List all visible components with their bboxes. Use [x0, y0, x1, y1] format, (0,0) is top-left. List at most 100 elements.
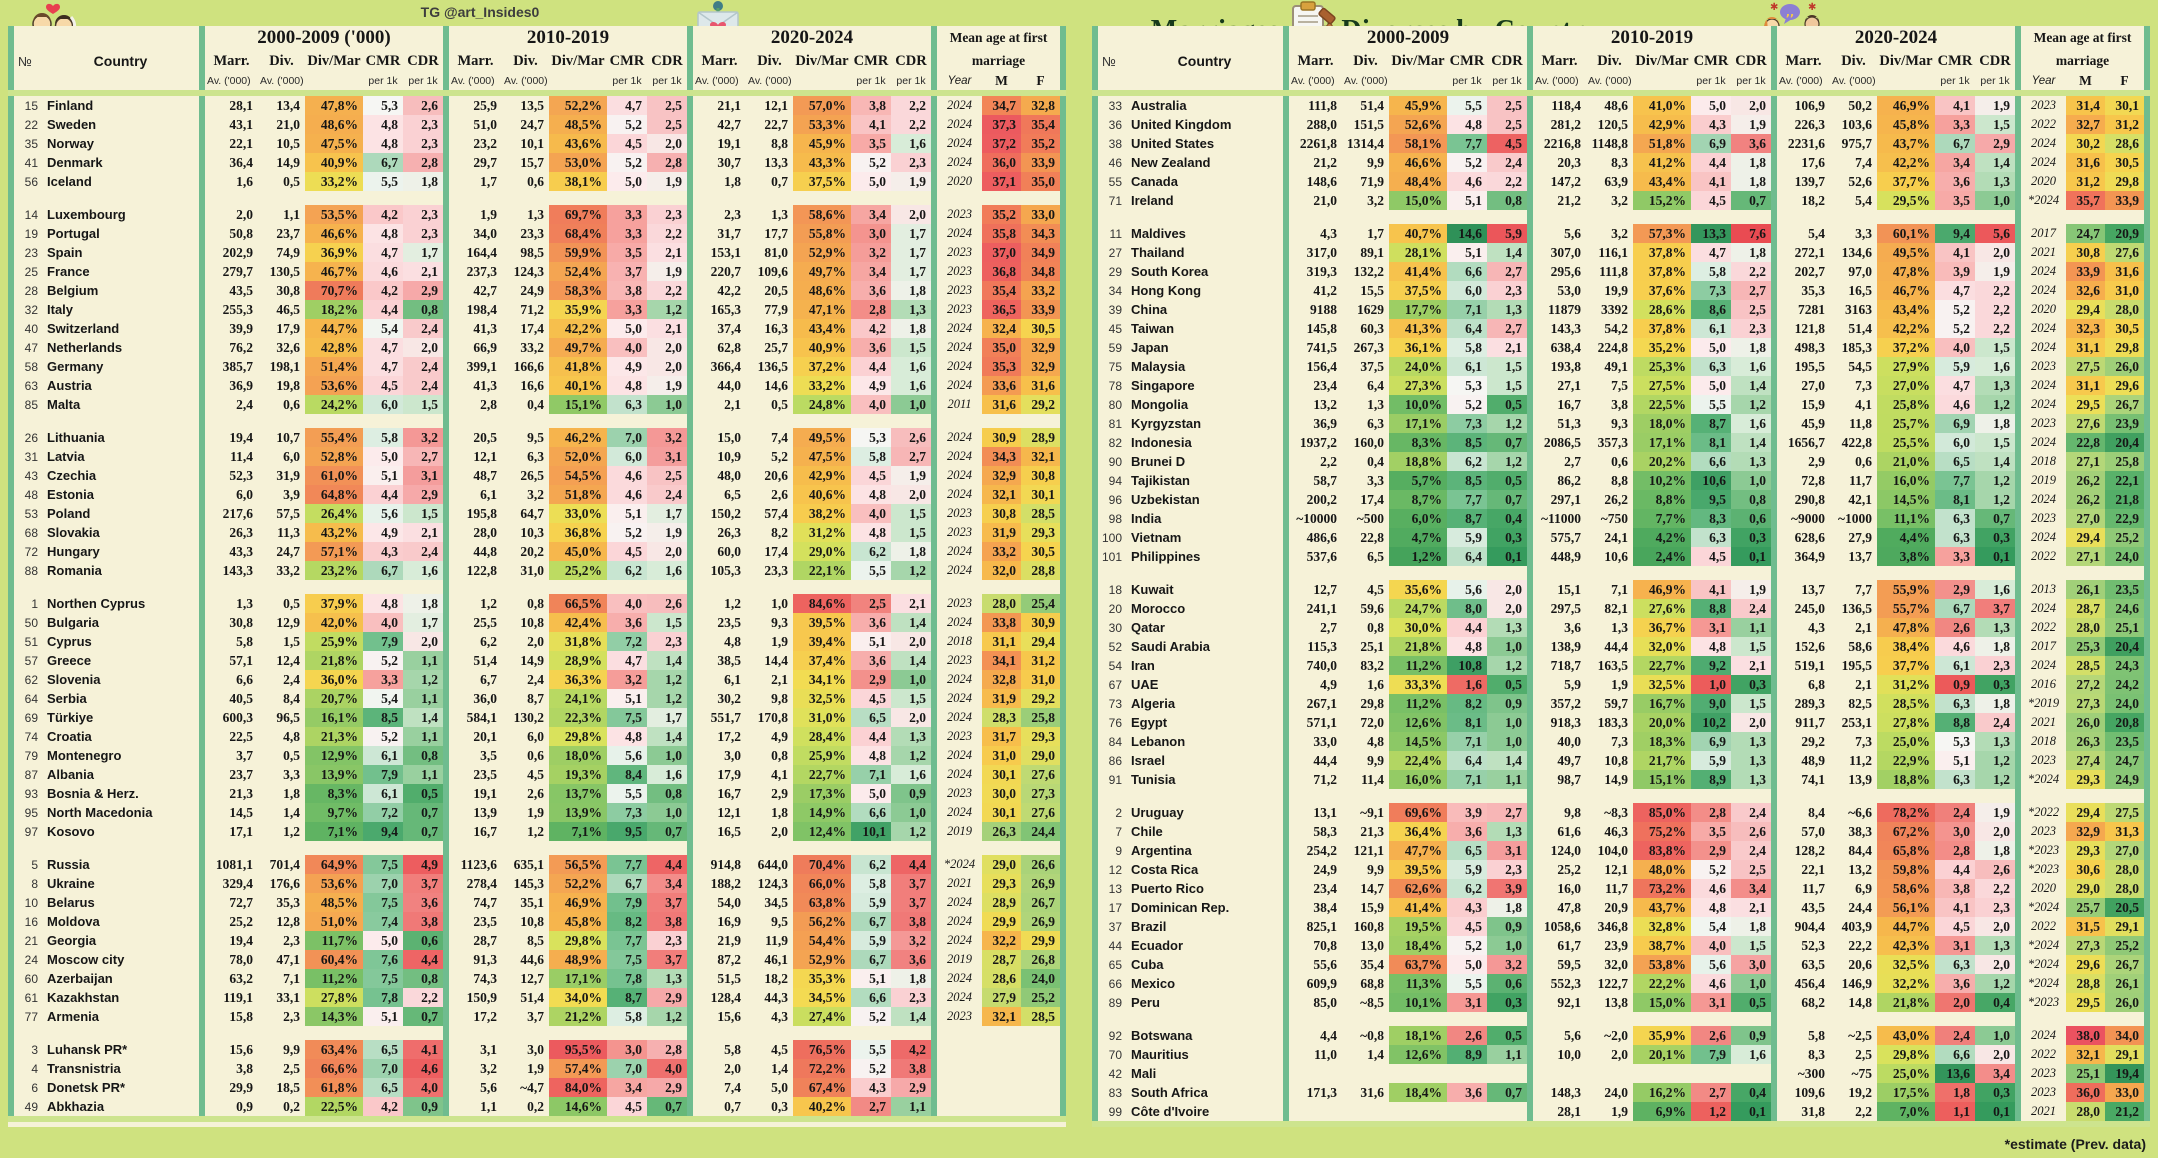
- column-separator: [2144, 376, 2150, 395]
- column-separator: [2144, 509, 2150, 528]
- cell-cdr: 1,1: [1487, 1045, 1527, 1064]
- column-separator: [1092, 172, 1098, 191]
- : [1389, 789, 1447, 803]
- cell-cdr: 2,3: [647, 632, 687, 651]
- cell-divorces: 31,0: [520, 562, 544, 578]
- cell-country: South Africa: [1131, 1085, 1208, 1100]
- column-separator: [687, 300, 693, 319]
- cell-divorces: 160,8: [1353, 918, 1384, 934]
- cell-divorces: 98,5: [520, 244, 544, 260]
- column-separator: [1092, 656, 1098, 675]
- cell-cdr: 1,0: [1975, 191, 2015, 210]
- cell-divorces: 50,2: [1848, 97, 1872, 113]
- cell-age-male: 32,6: [2066, 281, 2105, 300]
- cell-year: 2024: [947, 672, 972, 686]
- column-separator: [931, 300, 937, 319]
- cell-marriages: 628,6: [1794, 529, 1825, 545]
- cell-marriages: 128,4: [710, 989, 741, 1005]
- cell-cmr: 6,5: [1935, 452, 1975, 471]
- cell-cdr: 0,8: [403, 969, 443, 988]
- : [1098, 1012, 1125, 1026]
- cell-cdr: 1,6: [647, 561, 687, 580]
- cell-div-mar-ratio: 6,9%: [1633, 1102, 1691, 1121]
- cell-divorces: 7,5: [1611, 377, 1628, 393]
- column-separator: [8, 153, 14, 172]
- cell-year: 2024: [947, 117, 972, 131]
- cell-divorces: 8,8: [771, 135, 788, 151]
- column-separator: [1527, 96, 1533, 115]
- cell-country: Slovakia: [47, 525, 100, 540]
- cell-cmr: 4,5: [851, 466, 891, 485]
- column-separator: [1060, 803, 1066, 822]
- column-separator: [8, 1078, 14, 1097]
- cell-cdr: 1,9: [891, 466, 931, 485]
- cell-cmr: 4,8: [851, 523, 891, 542]
- cell-year: 2023: [947, 786, 972, 800]
- cell-country: Maldives: [1131, 226, 1186, 241]
- column-separator: [199, 205, 205, 224]
- cell-cmr: 2,8: [1935, 841, 1975, 860]
- cell-div-mar-ratio: 18,4%: [1389, 936, 1447, 955]
- column-separator: [1060, 134, 1066, 153]
- column-separator: [2144, 319, 2150, 338]
- cell-marriages: 6,2: [480, 633, 497, 649]
- cell-age-male: 29,4: [2066, 300, 2105, 319]
- cell-div-mar-ratio: 33,0%: [549, 504, 607, 523]
- : [1289, 566, 1342, 580]
- cell-cmr: 4,4: [1447, 618, 1487, 637]
- column-separator: [1092, 338, 1098, 357]
- cell-marriages: 6,1: [724, 671, 741, 687]
- : [1342, 1012, 1389, 1026]
- cell-marriages: 61,7: [1557, 937, 1581, 953]
- cell-marriages: 904,4: [1794, 918, 1825, 934]
- column-separator: [1283, 414, 1289, 433]
- cell-divorces: 14,4: [764, 652, 788, 668]
- column-separator: [443, 300, 449, 319]
- cell-marriages: 290,8: [1794, 491, 1825, 507]
- : [2105, 566, 2144, 580]
- : [363, 580, 403, 594]
- column-separator: [199, 96, 205, 115]
- cell-cmr: 6,0: [1447, 281, 1487, 300]
- cell-age-male: [982, 1059, 1021, 1078]
- cell-year: *2024: [2027, 900, 2060, 914]
- cell-divorces: 1629: [1357, 301, 1384, 317]
- column-separator: [1527, 656, 1533, 675]
- column-separator: [1060, 50, 1066, 72]
- cell-div-mar-ratio: 32,0%: [1633, 637, 1691, 656]
- column-separator: [199, 841, 205, 855]
- column-separator: [1060, 689, 1066, 708]
- cell-age-male: 26,2: [2066, 471, 2105, 490]
- cell-divorces: 19,8: [276, 377, 300, 393]
- cell-age-male: 28,3: [982, 708, 1021, 727]
- column-separator: [1092, 860, 1098, 879]
- cell-div-mar-ratio: 12,9%: [305, 746, 363, 765]
- cell-cmr: 4,2: [363, 1097, 403, 1116]
- cell-marriages: 267,1: [1306, 695, 1337, 711]
- cell-cdr: 1,7: [891, 224, 931, 243]
- cell-divorces: 0,4: [527, 396, 544, 412]
- cell-cdr: 1,4: [1731, 433, 1771, 452]
- table-row: 87 Albania 23,7 3,3 13,9% 7,9 1,1 23,5 4,5 19,3% 8…: [8, 765, 1066, 784]
- column-separator: [931, 784, 937, 803]
- cell-div-mar-ratio: 25,5%: [1877, 433, 1935, 452]
- column-separator: [931, 26, 937, 50]
- cell-cmr: 7,3: [1447, 414, 1487, 433]
- tg-handle: TG @art_Insides0: [420, 4, 540, 20]
- cell-divorces: 7,3: [1611, 733, 1628, 749]
- cell-cmr: 7,5: [607, 708, 647, 727]
- column-separator: [2015, 955, 2021, 974]
- : [549, 1026, 607, 1040]
- : [1389, 1012, 1447, 1026]
- cell-cmr: 4,8: [1447, 637, 1487, 656]
- cell-divorces: 0,8: [527, 595, 544, 611]
- cell-cdr: 4,6: [403, 1059, 443, 1078]
- : [1487, 789, 1527, 803]
- cell-age-male: 31,1: [982, 632, 1021, 651]
- cell-cdr: [1731, 1064, 1771, 1083]
- table-row: 82 Indonesia 1937,2 160,0 8,3% 8,5 0,7 2086,5 35…: [1092, 433, 2150, 452]
- column-separator: [443, 447, 449, 466]
- cell-age-female: 29,1: [2105, 1045, 2144, 1064]
- cell-div-mar-ratio: 56,5%: [549, 855, 607, 874]
- column-separator: [687, 338, 693, 357]
